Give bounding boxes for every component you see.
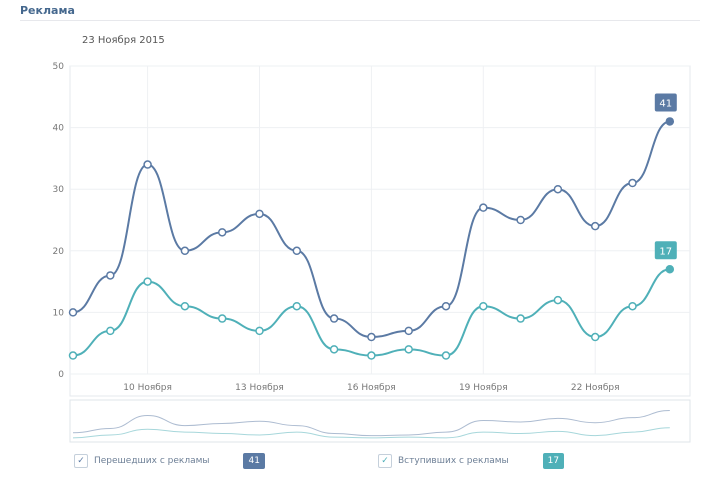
- data-point: [367, 332, 376, 342]
- series-line: [72, 120, 671, 339]
- data-point: [68, 308, 78, 317]
- y-tick-label: 40: [53, 124, 65, 134]
- end-label: 41: [659, 98, 672, 109]
- data-point: [479, 301, 488, 311]
- data-point: [665, 117, 675, 126]
- line-chart[interactable]: 10 Ноября 13 Ноября 16 Ноября 19 Ноября 22 Н…: [0, 0, 720, 450]
- legend-badge: 17: [542, 453, 565, 469]
- data-point: [628, 301, 637, 311]
- data-point: [217, 314, 227, 323]
- data-point: [404, 326, 413, 336]
- data-point: [553, 184, 563, 194]
- y-tick-label: 30: [53, 185, 65, 195]
- data-point: [329, 345, 339, 354]
- data-point: [590, 332, 600, 342]
- end-label-badge: [654, 93, 677, 112]
- data-point: [180, 246, 190, 256]
- legend-item-clicks[interactable]: ✓ Перешедших с рекламы 41: [74, 453, 265, 469]
- data-point: [628, 178, 637, 188]
- data-point: [106, 326, 115, 336]
- end-label: 17: [659, 246, 672, 257]
- section-title: Реклама: [20, 4, 75, 17]
- legend-label: Вступивших с рекламы: [398, 456, 509, 466]
- data-point: [441, 301, 451, 311]
- legend-label: Перешедших с рекламы: [94, 456, 210, 466]
- y-tick-label: 0: [58, 370, 64, 380]
- data-point: [143, 277, 152, 286]
- data-point: [329, 314, 339, 323]
- data-point: [143, 160, 152, 169]
- checkbox-icon[interactable]: ✓: [74, 454, 88, 468]
- data-point: [441, 351, 451, 360]
- data-point: [292, 246, 302, 256]
- data-point: [553, 295, 563, 305]
- data-point: [367, 351, 376, 360]
- legend-item-joins[interactable]: ✓ Вступивших с рекламы 17: [378, 453, 565, 469]
- navigator-line: [72, 409, 670, 437]
- y-tick-label: 50: [53, 62, 65, 72]
- data-point: [180, 301, 190, 311]
- chart-date: 23 Ноября 2015: [82, 35, 165, 46]
- y-tick-label: 20: [53, 247, 65, 257]
- data-point: [590, 221, 600, 231]
- data-point: [479, 203, 488, 212]
- data-point: [516, 314, 525, 323]
- navigator-line: [72, 427, 670, 439]
- data-point: [665, 265, 675, 274]
- x-tick-label: 16 Ноября: [347, 383, 396, 393]
- x-tick-label: 22 Ноября: [571, 383, 620, 393]
- x-tick-label: 13 Ноября: [235, 383, 284, 393]
- data-point: [68, 351, 78, 360]
- end-label-badge: [654, 241, 677, 260]
- checkbox-icon[interactable]: ✓: [378, 454, 392, 468]
- data-point: [106, 271, 115, 280]
- data-point: [404, 345, 413, 354]
- data-point: [516, 215, 525, 225]
- x-tick-label: 19 Ноября: [459, 383, 508, 393]
- plot-area: [69, 65, 691, 397]
- x-tick-label: 10 Ноября: [123, 383, 172, 393]
- data-point: [292, 301, 302, 311]
- data-point: [217, 228, 227, 237]
- y-tick-label: 10: [53, 308, 65, 318]
- divider: [20, 20, 700, 21]
- data-point: [255, 209, 264, 219]
- data-point: [255, 326, 264, 336]
- legend-badge: 41: [243, 453, 265, 469]
